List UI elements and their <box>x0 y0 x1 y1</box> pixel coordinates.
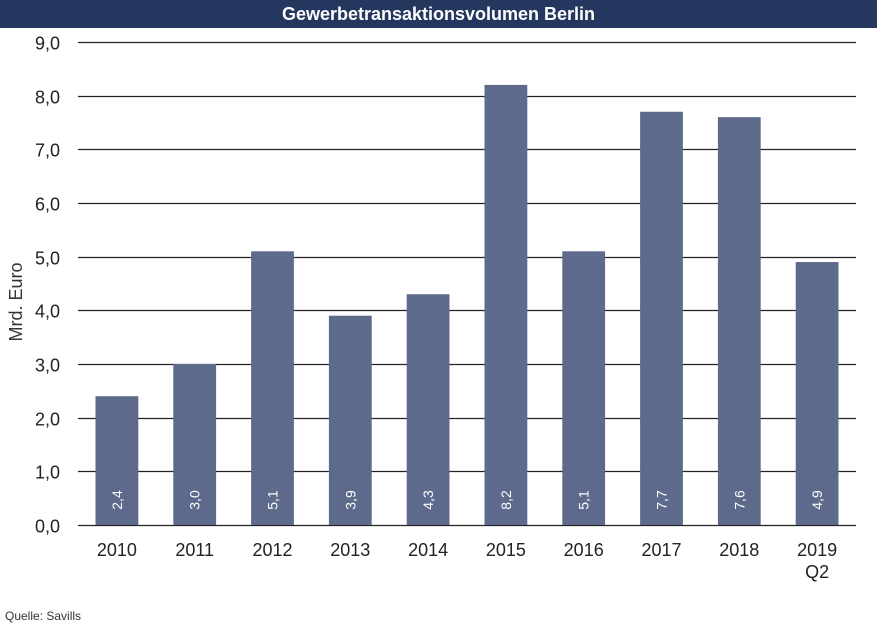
bar <box>795 262 839 525</box>
x-tick-label: 2018 <box>719 540 759 560</box>
x-tick-label: 2017 <box>641 540 681 560</box>
bar-data-label: 7,6 <box>731 490 747 510</box>
bar-data-label: 4,3 <box>420 490 436 510</box>
y-tick-label: 8,0 <box>35 88 60 108</box>
x-tick-label: 2010 <box>97 540 137 560</box>
bar-data-label: 3,9 <box>342 490 358 510</box>
bar-data-label: 7,7 <box>654 490 670 510</box>
y-axis-label: Mrd. Euro <box>6 262 26 341</box>
x-tick-label: 2015 <box>486 540 526 560</box>
bar-data-label: 8,2 <box>498 490 514 510</box>
bar <box>562 251 606 526</box>
bar-data-labels: 2,4 3,0 5,1 3,9 4,3 8,2 5,1 7,7 7,6 4,9 <box>109 490 825 510</box>
source-note: Quelle: Savills <box>5 609 82 623</box>
x-axis-ticks: 2010 2011 2012 2013 2014 2015 2016 2017 2018 2019… <box>97 540 837 582</box>
x-tick-label: 2012 <box>252 540 292 560</box>
y-tick-label: 6,0 <box>35 195 60 215</box>
y-axis-ticks: 0,0 1,0 2,0 3,0 4,0 5,0 6,0 7,0 8,0 9,0 <box>35 34 60 537</box>
bar <box>251 251 294 526</box>
x-tick-label: 2014 <box>408 540 448 560</box>
bar <box>640 111 683 526</box>
chart-title: Gewerbetransaktionsvolumen Berlin <box>0 0 877 28</box>
bar <box>328 315 372 525</box>
y-tick-label: 3,0 <box>35 356 60 376</box>
bar <box>717 117 761 525</box>
bar-data-label: 5,1 <box>265 490 281 510</box>
x-tick-label: 2011 <box>175 540 214 560</box>
x-tick-label: 2013 <box>330 540 370 560</box>
x-tick-label: 2019 Q2 <box>797 540 837 582</box>
y-tick-label: 0,0 <box>35 517 60 537</box>
bar-data-label: 3,0 <box>187 490 203 510</box>
bar <box>484 84 528 525</box>
bar <box>406 294 450 525</box>
y-tick-label: 1,0 <box>35 463 60 483</box>
y-tick-label: 4,0 <box>35 302 60 322</box>
bar <box>173 364 217 525</box>
x-tick-label: 2016 <box>564 540 604 560</box>
y-tick-label: 5,0 <box>35 249 60 269</box>
bar <box>95 396 139 525</box>
y-tick-label: 9,0 <box>35 34 60 54</box>
bar-data-label: 5,1 <box>576 490 592 510</box>
bar-data-label: 2,4 <box>109 490 125 510</box>
y-tick-label: 2,0 <box>35 410 60 430</box>
bar-data-label: 4,9 <box>809 490 825 510</box>
bars <box>95 84 839 526</box>
y-tick-label: 7,0 <box>35 141 60 161</box>
